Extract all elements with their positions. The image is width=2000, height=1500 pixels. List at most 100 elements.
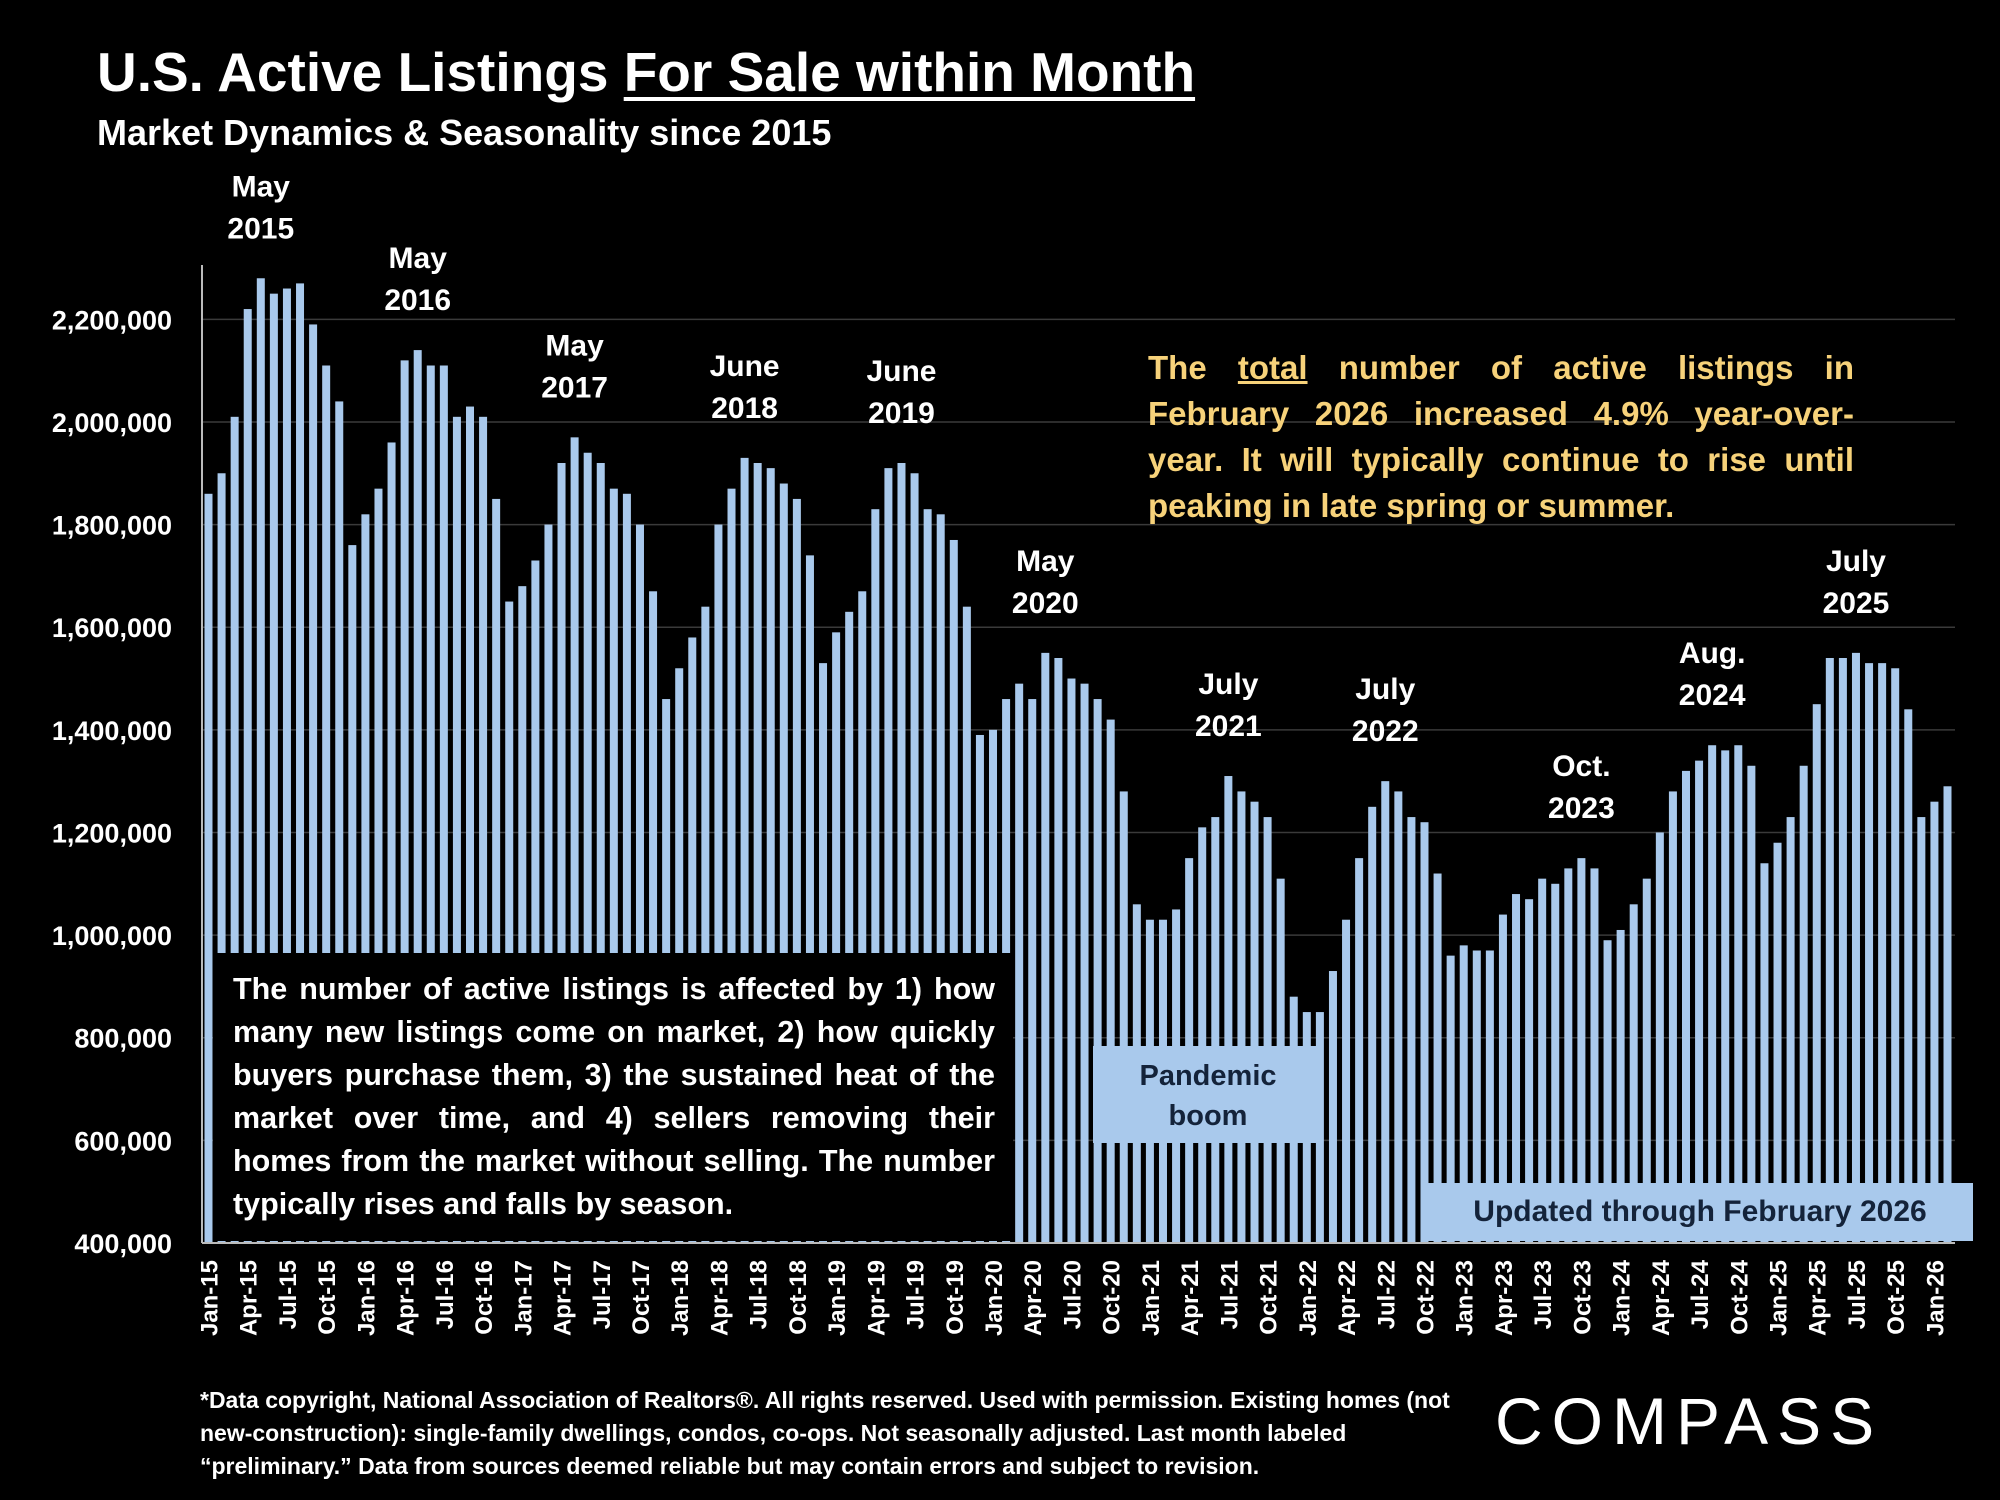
x-tick-label: Jul-25 — [1844, 1260, 1871, 1329]
x-tick-label: Apr-23 — [1491, 1260, 1518, 1336]
bar — [1368, 806, 1377, 1243]
y-tick-label: 2,000,000 — [52, 408, 172, 438]
bar — [374, 488, 383, 1243]
annotation-label: 2016 — [384, 284, 451, 317]
bar — [1250, 801, 1259, 1243]
x-tick-label: Jan-20 — [981, 1260, 1008, 1336]
title-plain: U.S. Active Listings — [97, 41, 624, 103]
bar — [1695, 760, 1704, 1243]
bar — [1381, 781, 1390, 1243]
y-tick-label: 1,000,000 — [52, 921, 172, 951]
bar — [217, 473, 226, 1243]
peak-annotations: May 2015 May 2016 May 2017 June 2018 June 2019 May… — [227, 170, 1889, 825]
bar — [766, 468, 775, 1243]
annotation-label: June — [710, 350, 780, 383]
annotation-label: 2018 — [711, 392, 778, 425]
x-tick-label: Jul-19 — [903, 1260, 930, 1329]
annotation-label: May — [545, 329, 604, 362]
annotation-label: 2017 — [541, 371, 608, 404]
bar — [570, 437, 579, 1243]
bar — [1891, 668, 1900, 1243]
annotation-label: 2021 — [1195, 710, 1262, 743]
x-tick-label: Apr-25 — [1805, 1260, 1832, 1336]
x-tick-label: Jan-15 — [197, 1260, 224, 1336]
page-title: U.S. Active Listings For Sale within Mon… — [97, 40, 1195, 104]
bar — [531, 560, 540, 1243]
x-tick-label: Oct-21 — [1256, 1260, 1283, 1335]
bar — [805, 555, 814, 1243]
annotation-label: June — [866, 355, 936, 388]
bar — [1851, 652, 1860, 1243]
bar — [1747, 765, 1756, 1243]
bar — [1930, 801, 1939, 1243]
bar — [845, 611, 854, 1243]
bar — [792, 498, 801, 1244]
annotation-label: 2020 — [1012, 587, 1079, 620]
x-tick-label: Jan-23 — [1452, 1260, 1479, 1336]
bar — [413, 350, 422, 1244]
x-tick-label: Oct-24 — [1726, 1259, 1753, 1334]
y-tick-labels: 400,000 600,000 800,000 1,000,000 1,200,000 1… — [52, 305, 172, 1259]
bar — [204, 493, 213, 1244]
bar — [230, 416, 239, 1243]
bar — [1865, 663, 1874, 1243]
bar — [1342, 919, 1351, 1243]
x-tick-label: Jan-22 — [1295, 1260, 1322, 1336]
y-tick-label: 1,600,000 — [52, 613, 172, 643]
bar — [1721, 750, 1730, 1243]
annotation-label: 2024 — [1679, 679, 1746, 712]
annotation-label: 2019 — [868, 397, 935, 430]
x-tick-label: Oct-16 — [471, 1260, 498, 1335]
pandemic-line-2: boom — [1168, 1100, 1248, 1132]
bar — [596, 463, 605, 1243]
x-tick-label: Jul-23 — [1530, 1260, 1557, 1329]
x-tick-label: Oct-18 — [785, 1260, 812, 1335]
bar — [583, 452, 592, 1244]
x-tick-label: Oct-15 — [314, 1260, 341, 1335]
y-tick-label: 1,400,000 — [52, 716, 172, 746]
bar — [1603, 940, 1612, 1243]
bar — [714, 524, 723, 1243]
bar — [1093, 699, 1102, 1243]
bar — [1106, 719, 1115, 1243]
bar — [1394, 791, 1403, 1243]
bar — [1237, 791, 1246, 1243]
annotation-label: May — [232, 170, 291, 203]
bar — [1760, 863, 1769, 1243]
bar — [1564, 868, 1573, 1243]
bar — [923, 509, 932, 1243]
x-tick-label: Jan-26 — [1922, 1260, 1949, 1336]
bar — [1642, 878, 1651, 1243]
bar — [1028, 699, 1037, 1243]
bar — [400, 360, 409, 1243]
bar — [361, 514, 370, 1243]
bar — [1512, 894, 1521, 1243]
bar — [1773, 842, 1782, 1243]
compass-logo: COMPASS — [1495, 1384, 1884, 1458]
bar — [1708, 745, 1717, 1243]
callout-pre: The — [1148, 349, 1238, 386]
bar — [1786, 817, 1795, 1243]
bar — [1668, 791, 1677, 1243]
bar — [1355, 858, 1364, 1243]
bar — [1446, 955, 1455, 1243]
y-tick-label: 600,000 — [74, 1126, 172, 1156]
x-tick-label: Jul-20 — [1059, 1260, 1086, 1329]
x-tick-label: Apr-24 — [1648, 1259, 1675, 1336]
bar — [1119, 791, 1128, 1243]
axes — [201, 265, 1955, 1244]
annotation-label: May — [1016, 545, 1075, 578]
bar — [871, 509, 880, 1243]
annotation-label: July — [1198, 668, 1258, 701]
bar — [858, 591, 867, 1243]
bar — [322, 365, 331, 1243]
bar — [544, 524, 553, 1243]
annotation-label: July — [1826, 545, 1886, 578]
annotation-label: 2015 — [227, 212, 294, 245]
bar — [1015, 683, 1024, 1243]
bar — [1655, 832, 1664, 1243]
bar — [727, 488, 736, 1243]
y-tick-label: 2,200,000 — [52, 305, 172, 335]
bar — [1838, 658, 1847, 1243]
